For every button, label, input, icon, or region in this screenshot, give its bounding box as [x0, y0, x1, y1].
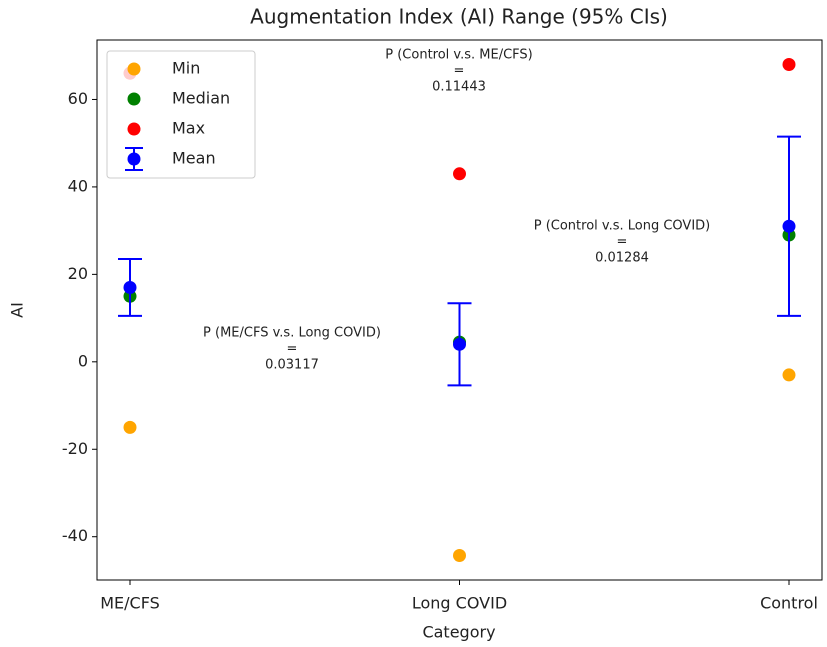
y-tick-label: 20	[68, 264, 88, 283]
y-axis-label: AI	[8, 302, 27, 318]
y-tick-label: 0	[78, 351, 88, 370]
annotation: =	[617, 235, 628, 250]
y-tick-label: 40	[68, 176, 88, 195]
point	[453, 337, 466, 351]
point	[782, 57, 796, 71]
point	[453, 549, 466, 563]
chart-title: Augmentation Index (AI) Range (95% CIs)	[250, 5, 668, 29]
annotation: P (Control v.s. Long COVID)	[534, 219, 711, 234]
point	[782, 368, 796, 382]
y-tick-label: -20	[62, 439, 88, 458]
point	[782, 219, 796, 233]
annotation: 0.01284	[595, 251, 649, 266]
annotation: =	[287, 342, 298, 357]
y-tick-label: 60	[68, 89, 88, 108]
legend-label: Min	[172, 59, 200, 78]
annotation: =	[454, 64, 465, 79]
legend-marker	[127, 92, 141, 106]
x-tick-label: ME/CFS	[100, 594, 160, 613]
legend-label: Mean	[172, 149, 216, 168]
annotation: 0.11443	[432, 80, 486, 95]
y-tick-label: -40	[62, 526, 88, 545]
x-tick-label: Control	[760, 594, 818, 613]
x-axis-label: Category	[422, 623, 495, 642]
legend-marker	[127, 62, 141, 76]
legend-label: Median	[172, 89, 230, 108]
annotation: P (ME/CFS v.s. Long COVID)	[203, 326, 381, 341]
legend-label: Max	[172, 119, 205, 138]
legend-marker	[127, 152, 141, 166]
point	[123, 420, 137, 434]
legend-box	[106, 50, 256, 179]
point	[453, 167, 466, 181]
annotation: 0.03117	[265, 358, 319, 373]
annotation: P (Control v.s. ME/CFS)	[385, 48, 532, 63]
legend-marker	[127, 122, 141, 136]
point	[123, 280, 137, 294]
x-tick-label: Long COVID	[412, 594, 507, 613]
